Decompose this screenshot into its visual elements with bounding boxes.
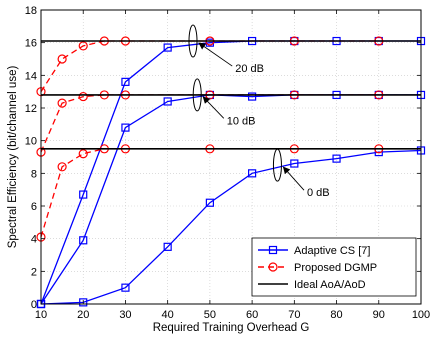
- data-point: [205, 198, 214, 207]
- x-axis-label: Required Training Overhead G: [153, 322, 310, 334]
- data-point: [121, 123, 130, 132]
- y-tick-label: 8: [31, 168, 37, 180]
- x-tick-label: 60: [246, 309, 258, 321]
- legend-label: Adaptive CS [7]: [294, 245, 370, 257]
- series-line: [40, 149, 422, 305]
- y-tick-label: 0: [31, 299, 37, 311]
- series-layer: [36, 36, 426, 309]
- annotation-arrow: [202, 96, 225, 119]
- x-tick-label: 30: [119, 309, 131, 321]
- y-tick-label: 12: [25, 103, 37, 115]
- y-tick-label: 2: [31, 266, 37, 278]
- data-point: [163, 43, 172, 52]
- y-tick-label: 6: [31, 201, 37, 213]
- data-point: [57, 98, 67, 108]
- data-point: [248, 169, 257, 178]
- legend: Adaptive CS [7] Proposed DGMP Ideal AoA/Ao…: [251, 237, 417, 297]
- y-tick-label: 4: [31, 234, 37, 246]
- data-point: [163, 97, 172, 106]
- data-point: [79, 190, 88, 199]
- x-tick-label: 10: [35, 309, 47, 321]
- x-tick-label: 90: [373, 309, 385, 321]
- data-point: [332, 154, 341, 163]
- legend-label: Proposed DGMP: [294, 262, 377, 274]
- axes: 10 20 30 40 50 60 70 80 90 100 0 2 4 6 8 10 12 14 16 18 Requ…: [7, 5, 430, 334]
- legend-entry: Adaptive CS [7]: [258, 245, 370, 257]
- annotation-label: 0 dB: [307, 187, 330, 199]
- legend-marker: [268, 245, 278, 255]
- annotation-arrow: [198, 42, 233, 67]
- x-tick-label: 70: [288, 309, 300, 321]
- data-point: [78, 91, 88, 102]
- annotation-ellipse: [188, 24, 198, 58]
- y-tick-label: 16: [25, 38, 37, 50]
- x-tick-label: 40: [162, 309, 174, 321]
- data-point: [78, 149, 88, 159]
- data-point: [290, 159, 299, 168]
- x-tick-label: 100: [412, 309, 430, 321]
- data-point: [121, 77, 130, 86]
- annotation-label: 10 dB: [227, 115, 256, 127]
- legend-marker: [268, 262, 278, 272]
- data-point: [248, 92, 257, 101]
- legend-label: Ideal AoA/AoD: [294, 279, 366, 291]
- data-point: [163, 242, 172, 251]
- annotation-ellipse: [192, 78, 202, 112]
- x-tick-label: 50: [204, 309, 216, 321]
- annotation-layer: 20 dB 10 dB 0 dB: [188, 24, 330, 199]
- data-point: [79, 236, 88, 245]
- legend-entry: Proposed DGMP: [258, 262, 377, 274]
- annotation-arrow: [282, 166, 305, 191]
- x-tick-label: 80: [330, 309, 342, 321]
- data-point: [79, 298, 88, 307]
- annotation-label: 20 dB: [235, 63, 264, 75]
- x-tick-label: 20: [77, 309, 89, 321]
- data-point: [121, 283, 130, 292]
- y-tick-label: 14: [25, 70, 37, 82]
- data-point: [78, 41, 88, 51]
- annotation-ellipse: [272, 148, 282, 182]
- y-tick-label: 10: [25, 136, 37, 148]
- plot-frame: [40, 9, 422, 305]
- data-point: [57, 162, 67, 172]
- legend-entry: Ideal AoA/AoD: [258, 279, 366, 291]
- data-point: [57, 54, 67, 64]
- y-axis-label: Spectral Efficiency (bit/channel use): [7, 66, 19, 249]
- y-tick-label: 18: [25, 5, 37, 17]
